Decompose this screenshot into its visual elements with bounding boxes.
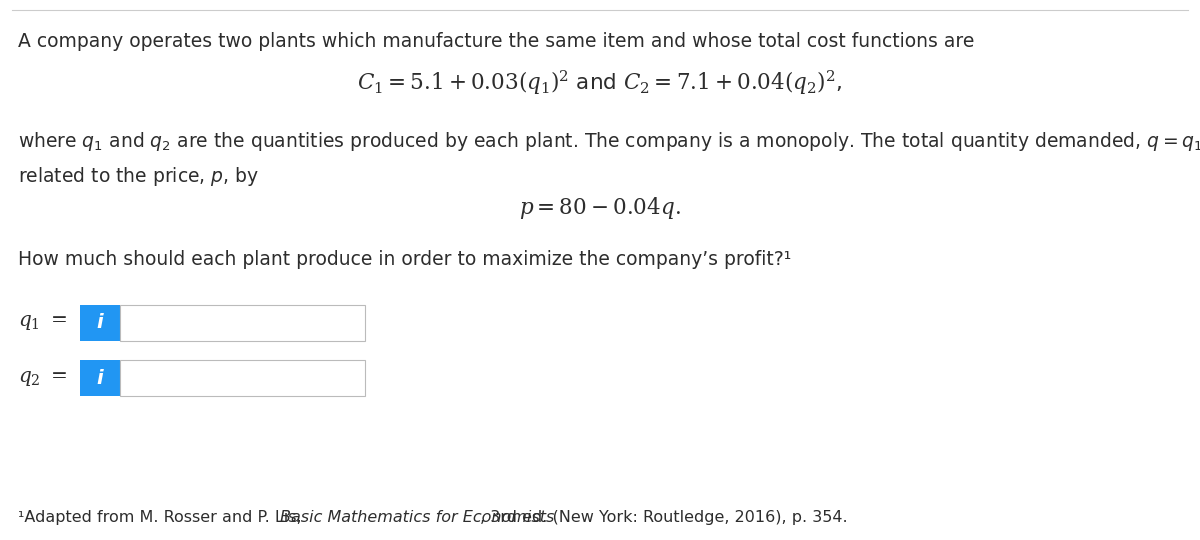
Text: ¹Adapted from M. Rosser and P. Lis,: ¹Adapted from M. Rosser and P. Lis, xyxy=(18,510,307,525)
Text: Basic Mathematics for Economists: Basic Mathematics for Economists xyxy=(280,510,554,525)
FancyBboxPatch shape xyxy=(80,305,120,341)
FancyBboxPatch shape xyxy=(80,360,120,396)
Text: $p = 80 - 0.04q.$: $p = 80 - 0.04q.$ xyxy=(520,195,680,221)
Text: A company operates two plants which manufacture the same item and whose total co: A company operates two plants which manu… xyxy=(18,32,974,51)
Text: $q_2\ =$: $q_2\ =$ xyxy=(18,368,67,388)
Text: , 3rd ed. (New York: Routledge, 2016), p. 354.: , 3rd ed. (New York: Routledge, 2016), p… xyxy=(480,510,847,525)
Text: i: i xyxy=(97,314,103,333)
FancyBboxPatch shape xyxy=(120,305,365,341)
Text: related to the price, $p$, by: related to the price, $p$, by xyxy=(18,165,259,188)
Text: $C_1 = 5.1 + 0.03(q_1)^2$ and $C_2 = 7.1 + 0.04(q_2)^2$,: $C_1 = 5.1 + 0.03(q_1)^2$ and $C_2 = 7.1… xyxy=(358,68,842,97)
Text: where $q_1$ and $q_2$ are the quantities produced by each plant. The company is : where $q_1$ and $q_2$ are the quantities… xyxy=(18,130,1200,153)
Text: How much should each plant produce in order to maximize the company’s profit?¹: How much should each plant produce in or… xyxy=(18,250,791,269)
Text: i: i xyxy=(97,368,103,388)
Text: $q_1\ =$: $q_1\ =$ xyxy=(18,314,67,333)
FancyBboxPatch shape xyxy=(120,360,365,396)
